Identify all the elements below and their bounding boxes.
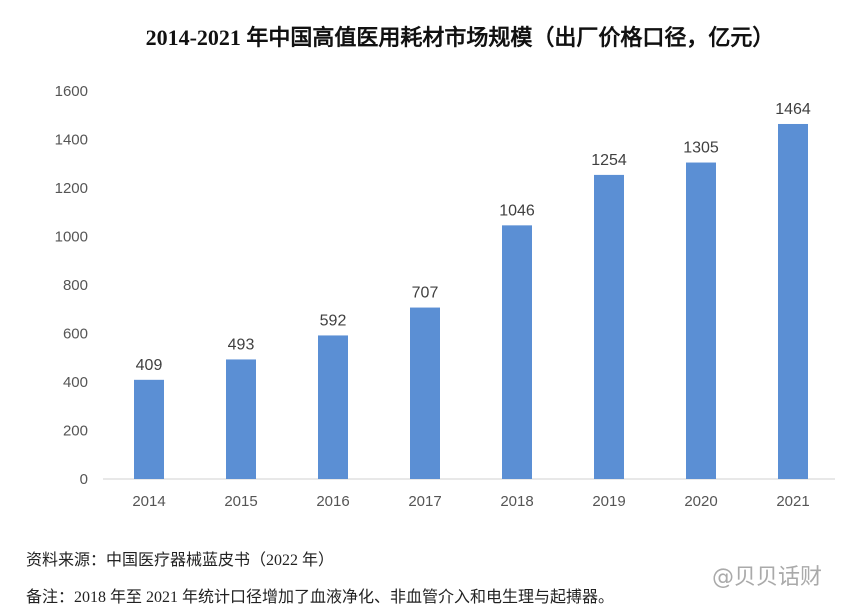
- chart-title: 2014-2021 年中国高值医用耗材市场规模（出厂价格口径，亿元）: [145, 25, 775, 50]
- y-tick-label: 200: [63, 423, 88, 440]
- bar-2018: [502, 225, 532, 479]
- y-tick-label: 1600: [55, 83, 88, 100]
- x-tick-label: 2015: [224, 493, 257, 510]
- y-tick-label: 1200: [55, 180, 88, 197]
- data-label: 1305: [683, 140, 719, 157]
- data-label: 1046: [499, 202, 535, 219]
- y-tick-label: 600: [63, 326, 88, 343]
- bar-2016: [318, 335, 348, 479]
- data-label: 1464: [775, 101, 811, 118]
- bar-2017: [410, 307, 440, 479]
- x-tick-label: 2019: [592, 493, 625, 510]
- bar-2021: [778, 123, 808, 479]
- data-label: 493: [228, 336, 255, 353]
- x-tick-label: 2016: [316, 493, 349, 510]
- source-note: 资料来源：中国医疗器械蓝皮书（2022 年）: [26, 552, 335, 569]
- bar-2015: [226, 359, 256, 479]
- bar-chart: 0 200 400 600 800 1000 1200 1400 1600 409 2014 493 2…: [55, 83, 835, 510]
- remark-note: 备注：2018 年至 2021 年统计口径增加了血液净化、非血管介入和电生理与起…: [26, 589, 615, 606]
- x-tick-label: 2018: [500, 493, 533, 510]
- bar-2019: [594, 174, 624, 479]
- y-tick-label: 1400: [55, 132, 88, 149]
- y-tick-label: 1000: [55, 229, 88, 246]
- x-tick-label: 2021: [776, 493, 809, 510]
- bar-2014: [134, 379, 164, 479]
- data-label: 592: [320, 312, 347, 329]
- y-tick-label: 800: [63, 277, 88, 294]
- data-label: 1254: [591, 152, 627, 169]
- watermark: @贝贝话财: [712, 565, 823, 590]
- x-tick-label: 2014: [132, 493, 165, 510]
- x-tick-label: 2020: [684, 493, 717, 510]
- data-label: 707: [412, 285, 439, 302]
- data-label: 409: [136, 357, 163, 374]
- x-tick-label: 2017: [408, 493, 441, 510]
- y-tick-label: 0: [80, 471, 88, 488]
- bar-2020: [686, 162, 716, 479]
- y-tick-label: 400: [63, 374, 88, 391]
